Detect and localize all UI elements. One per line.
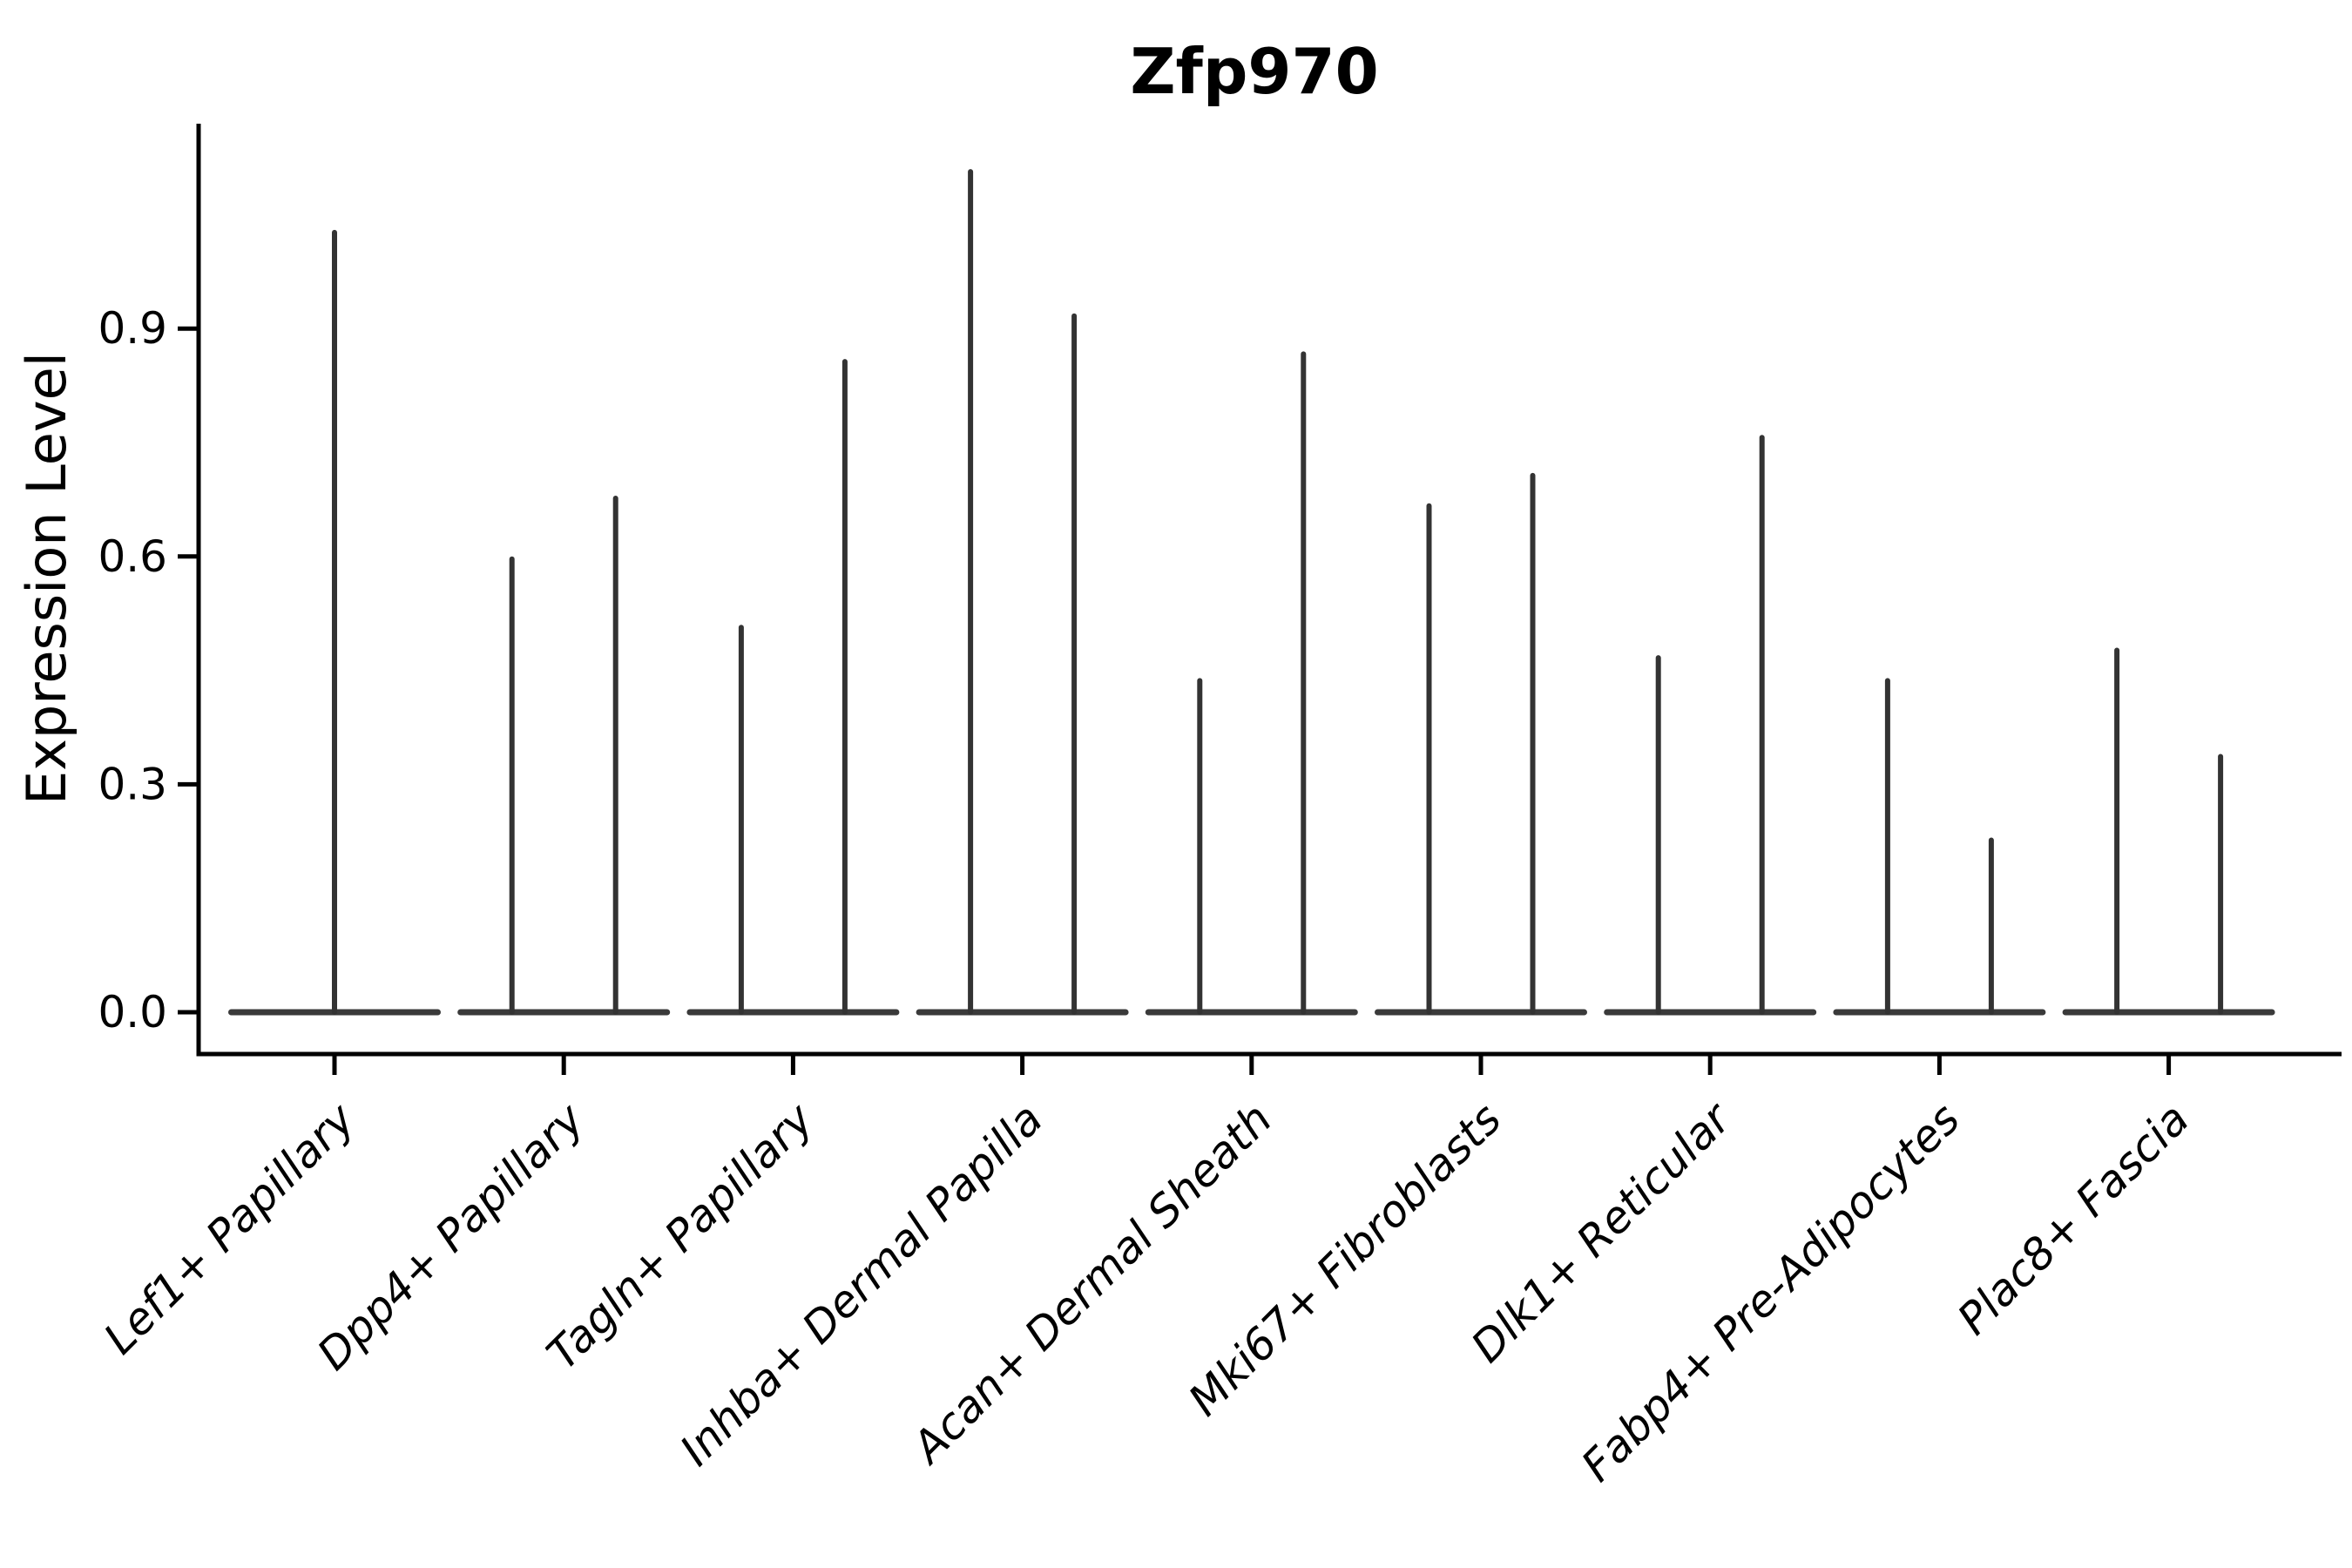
violin-base-5 xyxy=(1375,1009,1587,1016)
x-tick-label-8: Plac8+ Fascia xyxy=(1948,1093,2199,1344)
chart-title: Zfp970 xyxy=(1130,35,1379,108)
violin-base-3 xyxy=(916,1009,1129,1016)
violin-base-6 xyxy=(1604,1009,1817,1016)
violin-base-2 xyxy=(686,1009,900,1016)
y-axis-label: Expression Level xyxy=(15,352,78,805)
x-tick-label-0: Lef1+ Papillary xyxy=(94,1092,365,1363)
y-tick-label-0: 0.0 xyxy=(98,987,167,1037)
violin-base-1 xyxy=(457,1009,671,1016)
violin-base-4 xyxy=(1145,1009,1358,1016)
x-tick-label-4: Acan+ Dermal Sheath xyxy=(901,1093,1281,1474)
x-tick-label-3: Inhba+ Dermal Papilla xyxy=(671,1093,1052,1475)
y-tick-label-1: 0.3 xyxy=(98,759,167,809)
violin-base-8 xyxy=(2062,1009,2275,1016)
y-tick-label-3: 0.9 xyxy=(98,303,167,354)
x-tick-label-7: Fabp4+ Pre-Adipocytes xyxy=(1571,1093,1970,1491)
violin-base-7 xyxy=(1833,1009,2046,1016)
y-tick-label-2: 0.6 xyxy=(98,531,167,582)
